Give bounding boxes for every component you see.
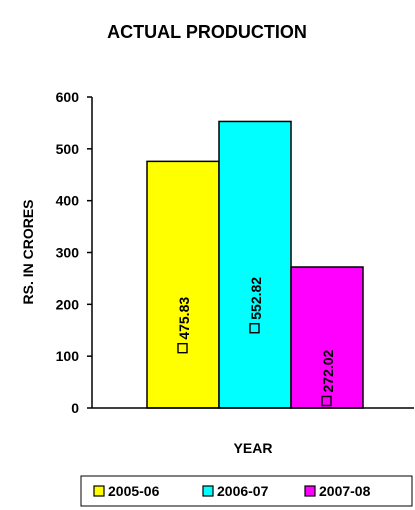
- y-tick-label-100: 100: [56, 348, 80, 364]
- legend-label-2005-06: 2005-06: [108, 483, 160, 499]
- data-label-2005-06: 475.83: [176, 297, 192, 354]
- chart-title: ACTUAL PRODUCTION: [107, 22, 307, 42]
- y-tick-label-0: 0: [71, 400, 79, 416]
- y-tick-label-300: 300: [56, 245, 80, 261]
- data-label-marker: [249, 323, 260, 334]
- legend-label-2007-08: 2007-08: [319, 483, 371, 499]
- data-label-text: 475.83: [176, 297, 192, 340]
- axes-group: 0 100 200 300 400 500 600: [56, 89, 414, 416]
- x-axis-label: YEAR: [234, 440, 273, 456]
- bar-2006-07: [218, 120, 292, 409]
- data-label-2007-08: 272.02: [320, 349, 336, 407]
- y-tick-label-400: 400: [56, 193, 80, 209]
- legend-swatch-2006-07: [202, 485, 214, 497]
- bars-group: 475.83 552.82 272.02: [146, 120, 364, 409]
- data-label-text: 272.02: [320, 349, 336, 392]
- y-tick-label-600: 600: [56, 89, 80, 105]
- y-tick-label-200: 200: [56, 296, 80, 312]
- data-label-marker: [321, 395, 332, 407]
- legend: 2005-06 2006-07 2007-08: [93, 483, 371, 499]
- y-tick-label-500: 500: [56, 141, 80, 157]
- data-label-2006-07: 552.82: [248, 277, 264, 334]
- data-label-marker: [177, 342, 188, 354]
- legend-box: [80, 475, 413, 507]
- legend-swatch-2005-06: [93, 485, 105, 497]
- legend-swatch-2007-08: [304, 485, 316, 497]
- legend-label-2006-07: 2006-07: [217, 483, 269, 499]
- bar-2005-06: [146, 160, 220, 409]
- y-axis-label: RS. IN CRORES: [20, 199, 36, 304]
- data-label-text: 552.82: [248, 277, 264, 320]
